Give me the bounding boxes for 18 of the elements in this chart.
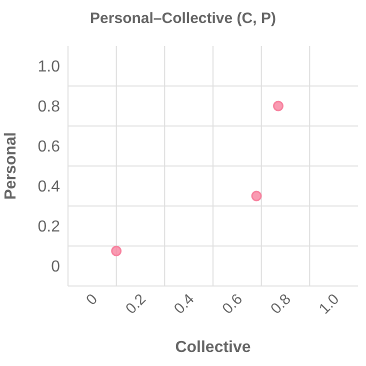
point: [272, 100, 284, 112]
x-tick-label: 1.0: [316, 290, 343, 318]
y-tick-label: 0.8: [38, 98, 60, 116]
y-tick-label: 0: [51, 258, 60, 276]
y-axis-title: Personal: [2, 132, 20, 200]
x-tick-label: 0.2: [122, 290, 150, 318]
x-tick-label: 0.8: [268, 290, 294, 318]
x-axis-title: Collective: [175, 339, 251, 356]
chart-title: Personal–Collective (C, P): [89, 10, 277, 27]
point: [111, 246, 122, 256]
y-tick-label: 0.6: [38, 138, 60, 156]
x-tick-label: 0: [83, 290, 101, 309]
y-tick-label: 0.2: [38, 218, 60, 236]
y-tick-label: 0.4: [38, 178, 60, 196]
point: [251, 190, 262, 202]
x-tick-label: 0.6: [219, 290, 246, 318]
x-tick-label: 0.4: [170, 290, 198, 318]
y-tick-label: 1.0: [38, 58, 60, 76]
